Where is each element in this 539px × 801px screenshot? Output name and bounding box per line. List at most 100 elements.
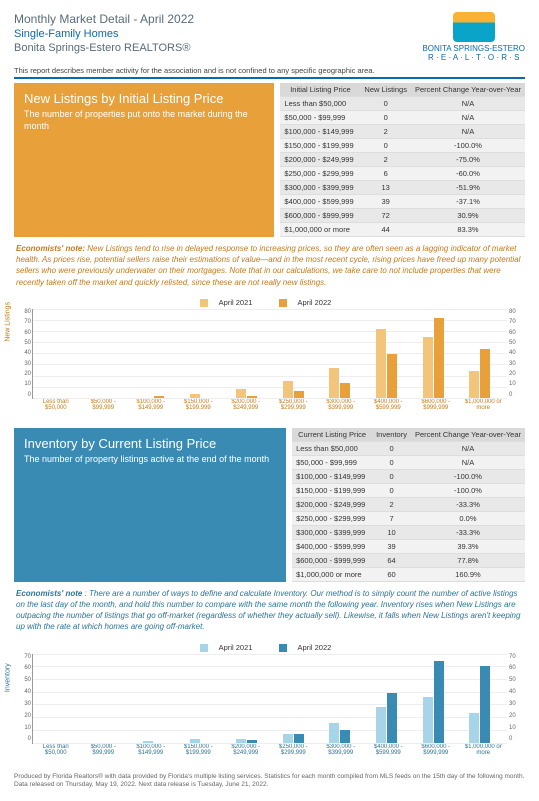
chart-legend-2: April 2021 April 2022 — [14, 643, 525, 652]
x-axis-label: $100,000 - $149,999 — [127, 744, 175, 757]
table-header: Percent Change Year-over-Year — [411, 83, 525, 97]
bar-2022 — [294, 391, 304, 398]
bar-2021 — [283, 734, 293, 743]
banner-title: New Listings by Initial Listing Price — [24, 91, 264, 106]
bar-2021 — [283, 381, 293, 398]
table-row: $50,000 - $99,9990N/A — [280, 111, 525, 125]
table-header: Initial Listing Price — [280, 83, 360, 97]
x-axis-label: $150,000 - $199,999 — [175, 744, 223, 757]
table-row: $250,000 - $299,9996-60.0% — [280, 167, 525, 181]
x-axis-label: $150,000 - $199,999 — [175, 399, 223, 412]
chart-inventory: April 2021 April 2022 Inventory 70605040… — [14, 643, 525, 763]
bar-group — [84, 654, 131, 743]
table-header: Percent Change Year-over-Year — [411, 428, 525, 442]
chart-new-listings: April 2021 April 2022 New Listings 80706… — [14, 298, 525, 418]
economist-note-1: Economists' note: New Listings tend to r… — [14, 237, 525, 294]
bar-2022 — [340, 730, 350, 743]
table-row: $300,000 - $399,99910-33.3% — [292, 525, 525, 539]
x-axis-label: $1,000,000 or more — [460, 744, 508, 757]
table-row: $150,000 - $199,9990-100.0% — [280, 139, 525, 153]
bar-group — [130, 654, 177, 743]
table-row: $200,000 - $249,9992-75.0% — [280, 153, 525, 167]
bar-group — [177, 309, 224, 398]
bar-group — [37, 309, 84, 398]
x-axis-label: $1,000,000 or more — [460, 399, 508, 412]
table-header: Current Listing Price — [292, 428, 372, 442]
banner-subtitle: The number of property listings active a… — [24, 454, 276, 466]
x-axis-label: $50,000 - $99,999 — [80, 399, 128, 412]
bar-group — [363, 309, 410, 398]
bar-group — [37, 654, 84, 743]
report-description: This report describes member activity fo… — [14, 66, 525, 79]
x-axis-label: $600,000 - $999,999 — [412, 399, 460, 412]
x-axis-label: $100,000 - $149,999 — [127, 399, 175, 412]
table-row: $600,000 - $999,9996477.8% — [292, 553, 525, 567]
page-header: Monthly Market Detail - April 2022 Singl… — [14, 12, 525, 62]
bar-group — [223, 309, 270, 398]
economist-note-2: Economists' note : There are a number of… — [14, 582, 525, 639]
x-axis-label: $200,000 - $249,999 — [222, 744, 270, 757]
bar-2022 — [434, 318, 444, 398]
report-subtitle: Single-Family Homes — [14, 28, 194, 40]
report-org: Bonita Springs-Estero REALTORS® — [14, 42, 194, 54]
banner-new-listings: New Listings by Initial Listing Price Th… — [14, 83, 274, 237]
x-axis-label: Less than $50,000 — [32, 399, 80, 412]
banner-inventory: Inventory by Current Listing Price The n… — [14, 428, 286, 582]
table-row: $250,000 - $299,99970.0% — [292, 511, 525, 525]
x-axis-label: $200,000 - $249,999 — [222, 399, 270, 412]
bar-2022 — [294, 734, 304, 743]
logo-icon — [453, 12, 495, 42]
x-axis-label: $250,000 - $299,999 — [270, 744, 318, 757]
table-row: $300,000 - $399,99913-51.9% — [280, 181, 525, 195]
logo-sub: R · E · A · L · T · O · R · S — [422, 53, 525, 62]
table-inventory: Current Listing PriceInventoryPercent Ch… — [292, 428, 525, 582]
x-axis-label: $300,000 - $399,999 — [317, 744, 365, 757]
bar-2021 — [329, 368, 339, 398]
bar-2021 — [236, 389, 246, 398]
bar-group — [317, 654, 364, 743]
table-row: $150,000 - $199,9990-100.0% — [292, 483, 525, 497]
bar-group — [456, 309, 503, 398]
bar-2021 — [469, 371, 479, 398]
bar-group — [410, 654, 457, 743]
bar-group — [130, 309, 177, 398]
x-axis-label: $400,000 - $599,999 — [365, 399, 413, 412]
bar-group — [84, 309, 131, 398]
bar-2021 — [190, 739, 200, 743]
table-header: Inventory — [372, 428, 411, 442]
table-row: $200,000 - $249,9992-33.3% — [292, 497, 525, 511]
chart-legend-1: April 2021 April 2022 — [14, 298, 525, 307]
bar-group — [410, 309, 457, 398]
footer-line-2: Data released on Thursday, May 19, 2022.… — [14, 781, 525, 789]
bar-2022 — [480, 349, 490, 398]
bar-2022 — [387, 354, 397, 397]
table-row: $400,000 - $599,9993939.3% — [292, 539, 525, 553]
x-axis-label: Less than $50,000 — [32, 744, 80, 757]
x-axis-label: $250,000 - $299,999 — [270, 399, 318, 412]
bar-group — [177, 654, 224, 743]
table-row: $100,000 - $149,9990-100.0% — [292, 469, 525, 483]
bar-2022 — [434, 661, 444, 742]
table-row: $400,000 - $599,99939-37.1% — [280, 195, 525, 209]
y-axis-label-1: New Listings — [5, 302, 12, 342]
table-row: $1,000,000 or more60160.9% — [292, 567, 525, 581]
bar-2021 — [376, 329, 386, 398]
x-axis-label: $50,000 - $99,999 — [80, 744, 128, 757]
table-new-listings: Initial Listing PriceNew ListingsPercent… — [280, 83, 525, 237]
table-row: $100,000 - $149,9992N/A — [280, 125, 525, 139]
bar-group — [363, 654, 410, 743]
bar-2022 — [154, 396, 164, 398]
report-footer: Produced by Florida Realtors® with data … — [14, 773, 525, 790]
footer-line-1: Produced by Florida Realtors® with data … — [14, 773, 525, 781]
bar-2022 — [340, 383, 350, 397]
bar-2021 — [143, 741, 153, 742]
table-header: New Listings — [360, 83, 411, 97]
section-inventory: Inventory by Current Listing Price The n… — [14, 428, 525, 763]
bar-2022 — [387, 693, 397, 743]
bar-2021 — [329, 723, 339, 742]
x-axis-label: $300,000 - $399,999 — [317, 399, 365, 412]
org-logo: BONITA SPRINGS-ESTERO R · E · A · L · T … — [422, 12, 525, 62]
x-axis-label: $400,000 - $599,999 — [365, 744, 413, 757]
bar-group — [223, 654, 270, 743]
bar-2021 — [423, 337, 433, 398]
